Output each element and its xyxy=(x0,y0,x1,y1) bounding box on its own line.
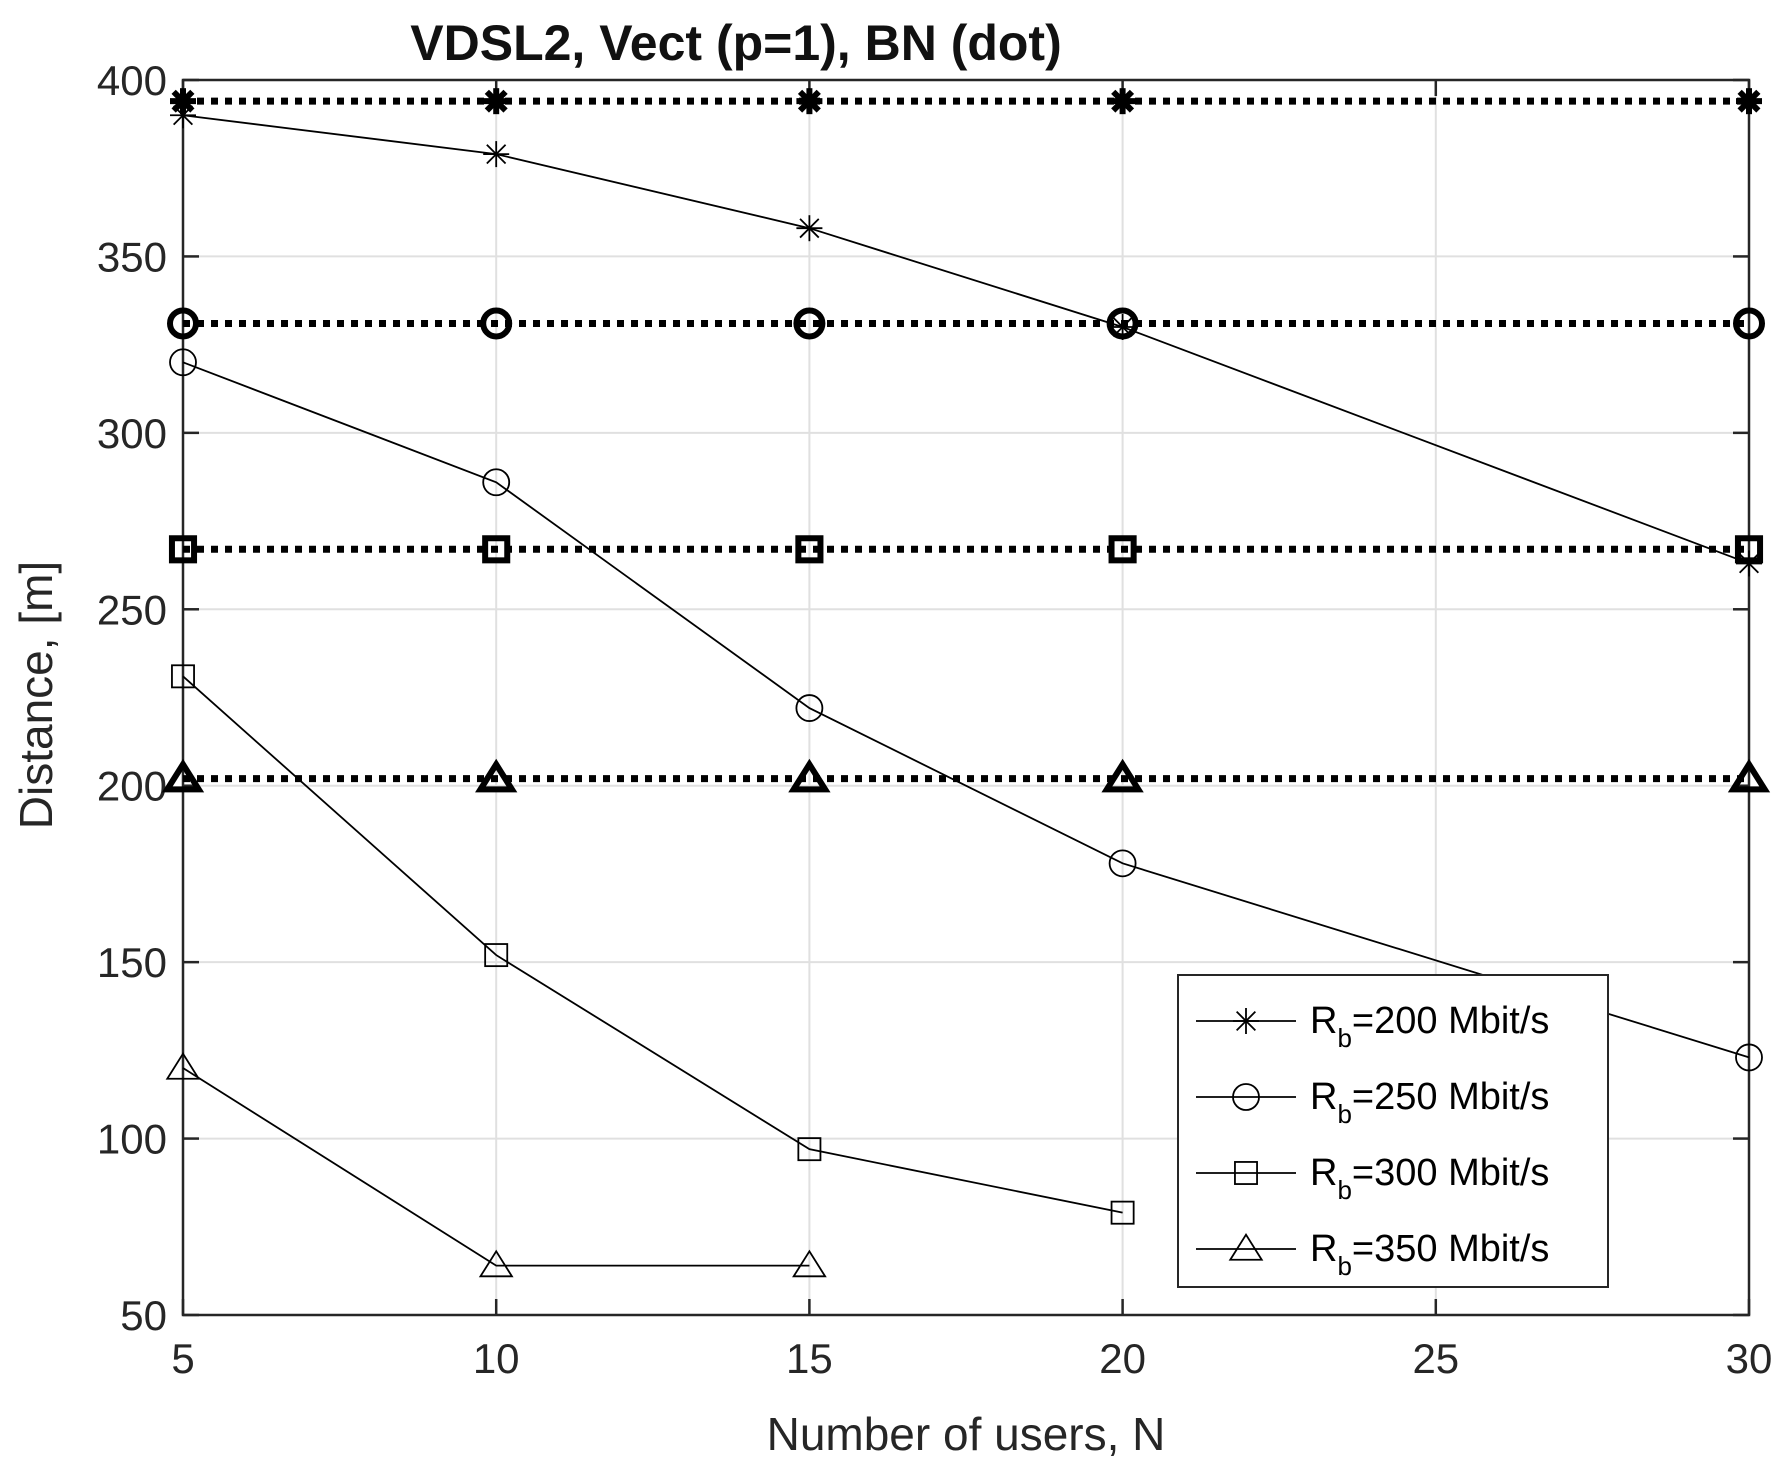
bn-point xyxy=(1109,88,1136,115)
bn-point xyxy=(161,758,205,793)
series-line xyxy=(182,1067,810,1267)
data-point xyxy=(1109,314,1136,340)
legend-label: Rb=300 Mbit/s xyxy=(1310,1152,1549,1205)
bn-point xyxy=(1727,758,1771,793)
data-point xyxy=(169,348,197,377)
data-point xyxy=(795,694,824,722)
legend-item: Rb=350 Mbit/s xyxy=(1196,1228,1549,1281)
legend-marker xyxy=(1232,1083,1260,1111)
y-tick-label: 350 xyxy=(97,233,167,280)
y-tick-label: 400 xyxy=(97,57,167,104)
x-axis-label: Number of users, N xyxy=(767,1408,1166,1460)
x-tick-label: 10 xyxy=(473,1335,520,1382)
legend-label: Rb=250 Mbit/s xyxy=(1310,1076,1549,1129)
y-axis-label: Distance, [m] xyxy=(10,561,62,829)
x-tick-label: 15 xyxy=(786,1335,833,1382)
data-point xyxy=(1110,1200,1135,1225)
bn-point xyxy=(480,307,513,340)
legend-marker xyxy=(1234,1161,1258,1185)
bn-point xyxy=(1108,535,1137,564)
data-point xyxy=(797,1137,822,1162)
data-point xyxy=(1108,849,1137,878)
bn-point xyxy=(475,758,518,793)
y-tick-label: 150 xyxy=(97,939,167,986)
data-series-line xyxy=(165,1052,827,1278)
data-point xyxy=(483,141,510,168)
data-point xyxy=(478,1249,514,1278)
legend-item: Rb=200 Mbit/s xyxy=(1196,1000,1549,1053)
data-point xyxy=(482,468,511,497)
data-point xyxy=(484,943,509,968)
data-point xyxy=(796,215,823,242)
y-tick-label: 300 xyxy=(97,410,167,457)
data-series-line xyxy=(170,102,1762,577)
y-tick-label: 50 xyxy=(120,1292,167,1339)
bn-series xyxy=(170,88,1762,115)
bn-point xyxy=(483,88,510,115)
bn-point xyxy=(168,535,198,564)
x-tick-label: 25 xyxy=(1412,1335,1459,1382)
data-series xyxy=(161,88,1771,1278)
data-point xyxy=(170,102,196,129)
bn-series xyxy=(161,758,1771,793)
y-tick-label: 250 xyxy=(97,586,167,633)
data-point xyxy=(1735,1043,1763,1072)
x-tick-label: 30 xyxy=(1726,1335,1773,1382)
data-point xyxy=(792,1249,827,1278)
bn-point xyxy=(1101,758,1144,793)
legend-marker xyxy=(1228,1233,1264,1261)
data-point xyxy=(165,1052,201,1080)
x-tick-label: 20 xyxy=(1099,1335,1146,1382)
y-tick-label: 100 xyxy=(97,1116,167,1163)
legend-marker xyxy=(1233,1008,1259,1034)
bn-point xyxy=(1733,307,1765,340)
data-point xyxy=(1736,550,1762,577)
y-tick-label: 200 xyxy=(97,763,167,810)
legend-label: Rb=350 Mbit/s xyxy=(1310,1228,1549,1281)
chart-title: VDSL2, Vect (p=1), BN (dot) xyxy=(410,15,1061,71)
bn-point xyxy=(167,307,199,340)
legend: Rb=200 Mbit/s Rb=250 Mbit/s Rb=300 Mbit/s R… xyxy=(1177,974,1609,1288)
data-series-line xyxy=(171,664,1135,1225)
bn-point xyxy=(793,307,826,340)
series-line xyxy=(182,361,1750,1059)
axes-box xyxy=(181,78,1751,1317)
bn-point xyxy=(1736,88,1762,115)
data-series-line xyxy=(169,348,1763,1072)
legend-item: Rb=250 Mbit/s xyxy=(1196,1076,1549,1129)
bn-point xyxy=(788,758,831,793)
bn-point xyxy=(795,535,824,564)
legend-box xyxy=(1177,974,1609,1288)
legend-item: Rb=300 Mbit/s xyxy=(1196,1152,1549,1205)
series-line xyxy=(182,675,1123,1214)
x-tick-label: 5 xyxy=(171,1335,194,1382)
bn-point xyxy=(796,88,823,115)
data-point xyxy=(171,664,195,689)
bn-point xyxy=(482,535,511,564)
axes: 5 10 15 20 25 30 50 100 150 200 250 300 350 400 xyxy=(97,57,1772,1382)
legend-label: Rb=200 Mbit/s xyxy=(1310,1000,1549,1053)
